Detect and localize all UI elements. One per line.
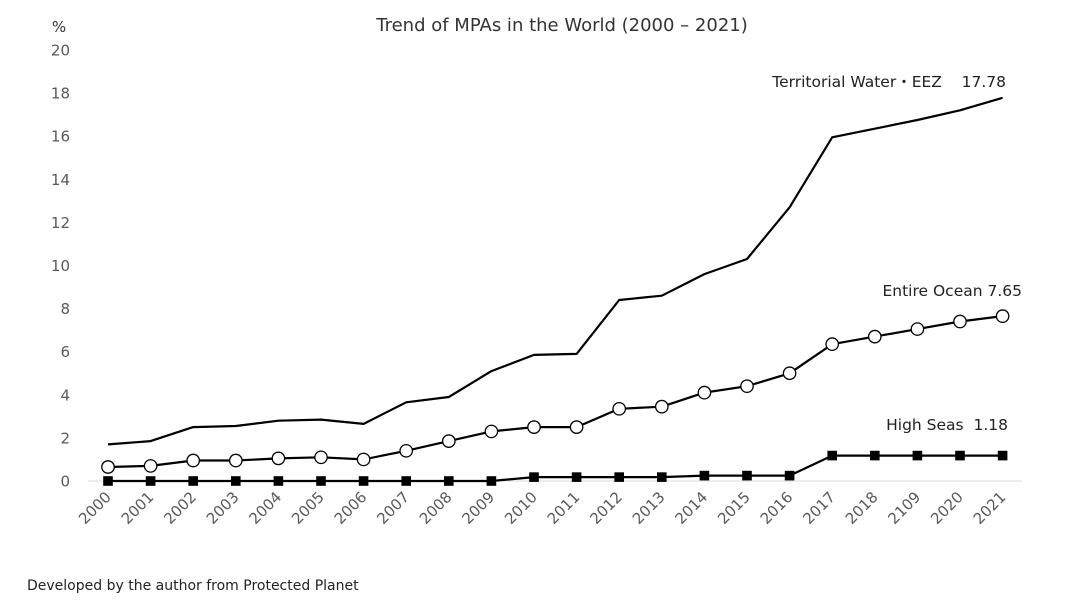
data-point — [527, 420, 541, 434]
data-point — [444, 476, 454, 486]
x-tick-label: 2009 — [458, 488, 498, 528]
data-point — [740, 379, 754, 394]
series-annotation: Entire Ocean 7.65 — [882, 282, 1022, 300]
series-line-2 — [107, 315, 1003, 469]
data-point — [825, 337, 840, 352]
data-point — [697, 385, 712, 400]
data-point — [657, 472, 667, 482]
x-tick-label: 2017 — [799, 488, 839, 528]
x-tick-label: 2000 — [75, 488, 115, 528]
data-point — [358, 476, 369, 486]
x-tick-label: 2016 — [757, 488, 797, 528]
x-tick-label: 2007 — [373, 488, 413, 528]
data-point — [316, 476, 326, 486]
x-tick-label: 2013 — [629, 488, 669, 528]
x-tick-label: 2015 — [714, 488, 754, 528]
y-tick-label: 20 — [51, 42, 70, 60]
data-point — [441, 434, 456, 448]
data-point — [145, 476, 156, 486]
data-point — [401, 476, 411, 486]
series-annotation: High Seas 1.18 — [886, 416, 1008, 434]
y-tick-label: 2 — [60, 429, 70, 447]
line-chart: Trend of MPAs in the World (2000 – 2021)… — [51, 15, 1022, 528]
data-point — [612, 401, 627, 416]
data-point — [867, 329, 882, 344]
data-point — [143, 459, 158, 473]
y-tick-label: 12 — [51, 214, 70, 232]
series-annotation: Territorial Water・EEZ 17.78 — [771, 73, 1006, 91]
data-point — [103, 476, 113, 486]
x-tick-label: 2005 — [288, 488, 328, 528]
data-point — [228, 453, 243, 468]
data-point — [231, 476, 241, 486]
y-tick-label: 16 — [51, 128, 70, 146]
data-point — [827, 450, 837, 461]
x-tick-label: 2011 — [544, 488, 584, 528]
x-tick-label: 2006 — [331, 488, 371, 528]
data-point — [273, 476, 284, 486]
data-point — [782, 366, 797, 381]
series-layer — [101, 96, 1010, 486]
x-tick-label: 2001 — [118, 488, 158, 528]
data-point — [955, 450, 965, 461]
x-tick-label: 2003 — [203, 488, 243, 528]
x-tick-label: 2021 — [970, 488, 1010, 528]
y-tick-label: 4 — [60, 386, 70, 404]
series-line-1 — [107, 96, 1003, 446]
data-point — [356, 452, 371, 467]
data-point — [571, 472, 582, 482]
data-point — [953, 314, 967, 329]
data-point — [486, 476, 497, 486]
data-point — [399, 443, 414, 458]
y-tick-label: 18 — [51, 85, 70, 103]
x-tick-label: 2008 — [416, 488, 456, 528]
x-tick-label: 2010 — [501, 488, 541, 528]
y-tick-label: 10 — [51, 257, 70, 275]
data-point — [784, 470, 795, 481]
data-point — [188, 476, 198, 486]
data-point — [654, 399, 669, 414]
y-tick-label: 14 — [51, 171, 70, 189]
x-tick-label: 2012 — [586, 488, 626, 528]
x-tick-label: 2004 — [245, 488, 285, 528]
x-tick-label: 2020 — [927, 488, 967, 528]
data-point — [186, 453, 201, 468]
data-point — [569, 420, 584, 434]
data-point — [912, 450, 923, 461]
data-point — [997, 450, 1008, 461]
x-tick-label: 2018 — [842, 488, 882, 528]
y-tick-label: 8 — [60, 300, 70, 318]
data-point — [870, 450, 880, 461]
data-point — [614, 472, 624, 482]
y-tick-label: 6 — [60, 343, 70, 361]
x-tick-label: 2014 — [671, 488, 711, 528]
data-point — [271, 451, 286, 466]
chart-title: Trend of MPAs in the World (2000 – 2021) — [375, 15, 748, 36]
data-point — [742, 470, 752, 481]
y-tick-label: 0 — [60, 473, 70, 491]
data-point — [101, 460, 115, 474]
data-point — [484, 424, 499, 439]
data-point — [699, 470, 710, 481]
series-line-3 — [108, 454, 1003, 483]
source-note: Developed by the author from Protected P… — [27, 578, 359, 594]
y-axis-label: % — [52, 18, 66, 36]
data-point — [910, 322, 925, 336]
x-tick-label: 2109 — [884, 488, 924, 528]
data-point — [314, 450, 328, 465]
data-point — [995, 309, 1010, 323]
x-tick-label: 2002 — [160, 488, 200, 528]
series-annotations: Territorial Water・EEZ 17.78 Entire Ocean … — [771, 73, 1022, 434]
data-point — [529, 472, 539, 482]
